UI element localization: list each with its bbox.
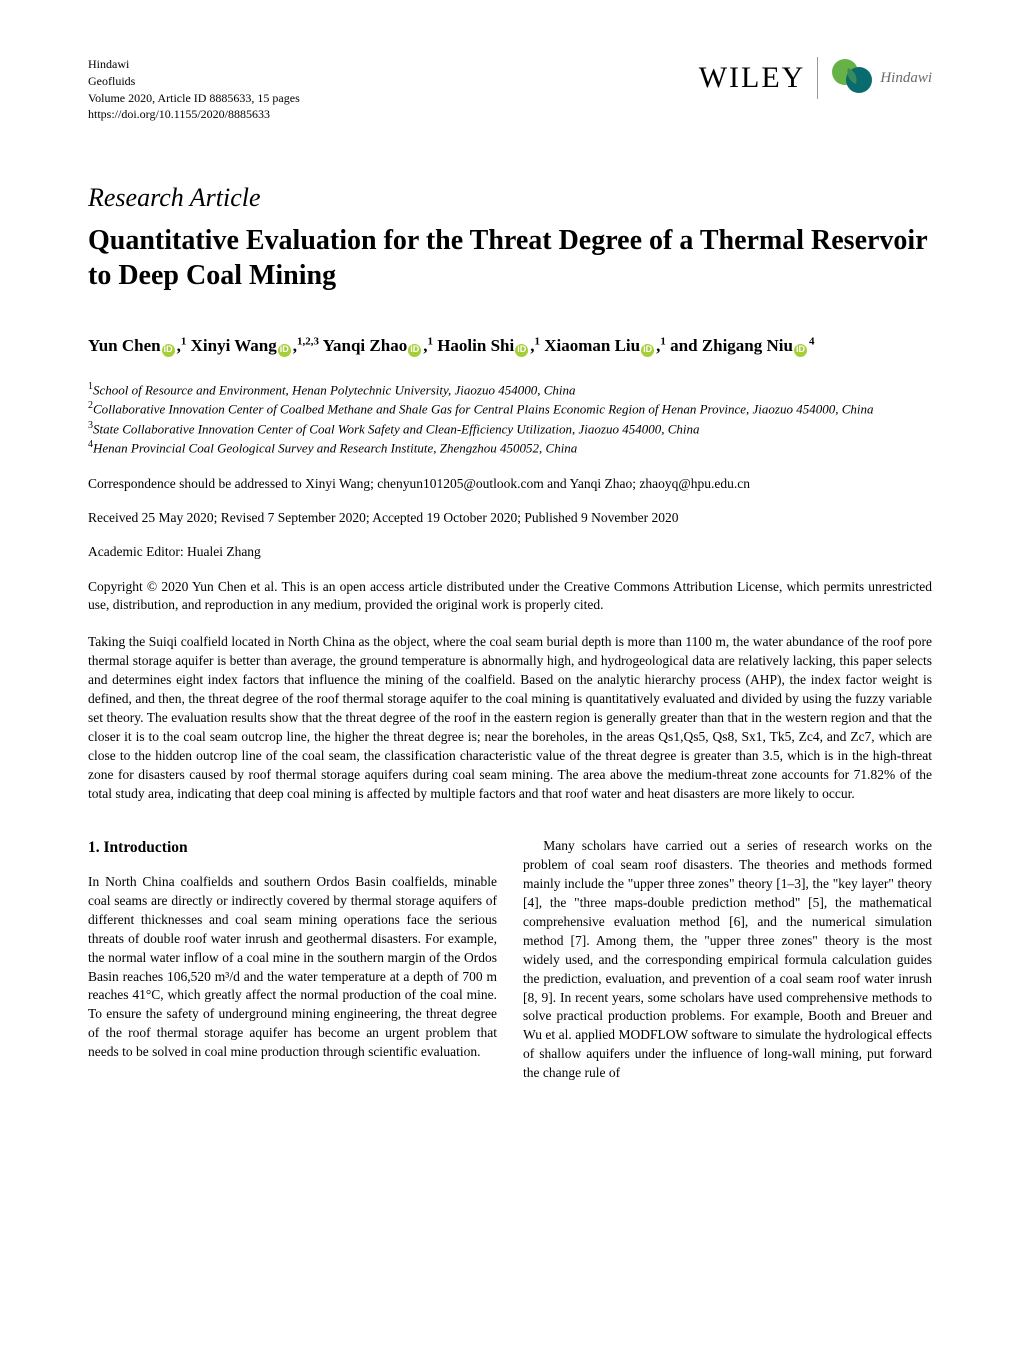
author-1: Yun Chen [88, 336, 161, 355]
right-column: Many scholars have carried out a series … [523, 837, 932, 1083]
orcid-icon: iD [278, 344, 291, 357]
author-6: Zhigang Niu [702, 336, 793, 355]
article-type: Research Article [88, 183, 932, 213]
author-2: Xinyi Wang [191, 336, 277, 355]
hindawi-circles-icon [830, 56, 874, 100]
hindawi-logo-text: Hindawi [880, 70, 932, 87]
orcid-icon: iD [515, 344, 528, 357]
affiliation-2: 2Collaborative Innovation Center of Coal… [88, 399, 932, 419]
author-6-aff: 4 [809, 336, 815, 348]
hindawi-logo: Hindawi [830, 56, 932, 100]
volume-line: Volume 2020, Article ID 8885633, 15 page… [88, 90, 300, 107]
affiliation-2-text: Collaborative Innovation Center of Coalb… [93, 401, 874, 416]
affiliation-3-text: State Collaborative Innovation Center of… [93, 421, 699, 436]
author-3: Yanqi Zhao [323, 336, 408, 355]
left-column-text: In North China coalfields and southern O… [88, 873, 497, 1062]
academic-editor: Academic Editor: Hualei Zhang [88, 544, 932, 560]
wiley-logo-text: WILEY [699, 61, 806, 95]
header-row: Hindawi Geofluids Volume 2020, Article I… [88, 56, 932, 123]
left-column: 1. Introduction In North China coalfield… [88, 837, 497, 1083]
affiliation-4-text: Henan Provincial Coal Geological Survey … [93, 440, 577, 455]
affiliation-4: 4Henan Provincial Coal Geological Survey… [88, 438, 932, 458]
orcid-icon: iD [641, 344, 654, 357]
section-1-heading: 1. Introduction [88, 837, 497, 859]
author-4-aff: 1 [534, 336, 540, 348]
publisher: Hindawi [88, 56, 300, 73]
logo-block: WILEY Hindawi [699, 56, 932, 100]
author-2-aff: 1,2,3 [297, 336, 319, 348]
author-1-aff: 1 [181, 336, 187, 348]
affiliation-1: 1School of Resource and Environment, Hen… [88, 380, 932, 400]
right-column-text: Many scholars have carried out a series … [523, 837, 932, 1083]
logo-divider [817, 57, 818, 99]
journal-name: Geofluids [88, 73, 300, 90]
author-5-aff: 1 [660, 336, 666, 348]
affiliation-1-text: School of Resource and Environment, Hena… [93, 382, 575, 397]
orcid-icon: iD [794, 344, 807, 357]
journal-meta: Hindawi Geofluids Volume 2020, Article I… [88, 56, 300, 123]
author-3-aff: 1 [427, 336, 433, 348]
author-5: Xiaoman Liu [544, 336, 640, 355]
orcid-icon: iD [162, 344, 175, 357]
abstract: Taking the Suiqi coalfield located in No… [88, 633, 932, 803]
article-title: Quantitative Evaluation for the Threat D… [88, 223, 932, 293]
author-4: Haolin Shi [437, 336, 514, 355]
body-columns: 1. Introduction In North China coalfield… [88, 837, 932, 1083]
doi: https://doi.org/10.1155/2020/8885633 [88, 106, 300, 123]
orcid-icon: iD [408, 344, 421, 357]
copyright: Copyright © 2020 Yun Chen et al. This is… [88, 578, 932, 616]
author-6-pre: and [670, 336, 702, 355]
affiliations: 1School of Resource and Environment, Hen… [88, 380, 932, 458]
affiliation-3: 3State Collaborative Innovation Center o… [88, 419, 932, 439]
correspondence: Correspondence should be addressed to Xi… [88, 476, 932, 492]
authors-block: Yun CheniD,1 Xinyi WangiD,1,2,3 Yanqi Zh… [88, 333, 932, 359]
dates: Received 25 May 2020; Revised 7 Septembe… [88, 510, 932, 526]
